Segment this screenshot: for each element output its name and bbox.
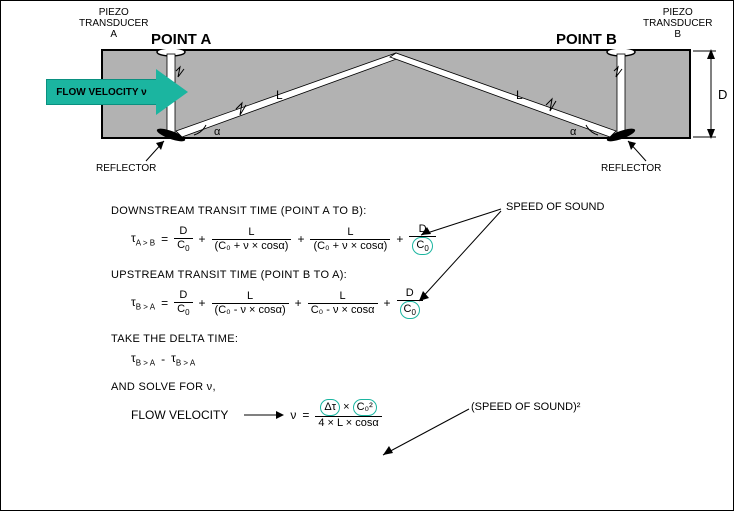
equation-upstream: τB > A = DC0 + L(C₀ - ν × cosα) + LC₀ - … bbox=[131, 287, 671, 319]
equation-downstream: τA > B = DC0 + L(C₀ + ν × cosα) + L(C₀ +… bbox=[131, 223, 671, 255]
transducer-a-label: PIEZO TRANSDUCER A bbox=[79, 7, 148, 40]
speed-of-sound-sq-label: (SPEED OF SOUND)² bbox=[471, 401, 580, 413]
heading-solve: AND SOLVE FOR ν, bbox=[111, 381, 671, 393]
heading-delta: TAKE THE DELTA TIME: bbox=[111, 333, 671, 345]
diagram-area: L L α α D FLOW VELOCITY ν bbox=[46, 49, 691, 139]
flow-arrow-head-icon bbox=[156, 69, 188, 115]
transducer-b-label: PIEZO TRANSDUCER B bbox=[643, 7, 712, 40]
heading-upstream: UPSTREAM TRANSIT TIME (POINT B TO A): bbox=[111, 269, 671, 281]
equation-delta: τB > A - τB > A bbox=[131, 351, 671, 367]
reflector-right-label: REFLECTOR bbox=[601, 163, 661, 174]
svg-text:D: D bbox=[718, 87, 727, 102]
point-b-label: POINT B bbox=[556, 31, 617, 48]
flow-arrow: FLOW VELOCITY ν bbox=[46, 69, 196, 115]
equation-final: FLOW VELOCITY ν = Δτ × C₀² 4 × L × cosα bbox=[131, 399, 671, 429]
point-a-label: POINT A bbox=[151, 31, 211, 48]
reflector-left-label: REFLECTOR bbox=[96, 163, 156, 174]
flow-arrow-label: FLOW VELOCITY ν bbox=[46, 79, 156, 105]
equations-block: DOWNSTREAM TRANSIT TIME (POINT A TO B): … bbox=[111, 191, 671, 430]
arrow-icon bbox=[244, 409, 284, 421]
flow-velocity-label: FLOW VELOCITY bbox=[131, 408, 228, 422]
speed-of-sound-label: SPEED OF SOUND bbox=[506, 201, 604, 213]
